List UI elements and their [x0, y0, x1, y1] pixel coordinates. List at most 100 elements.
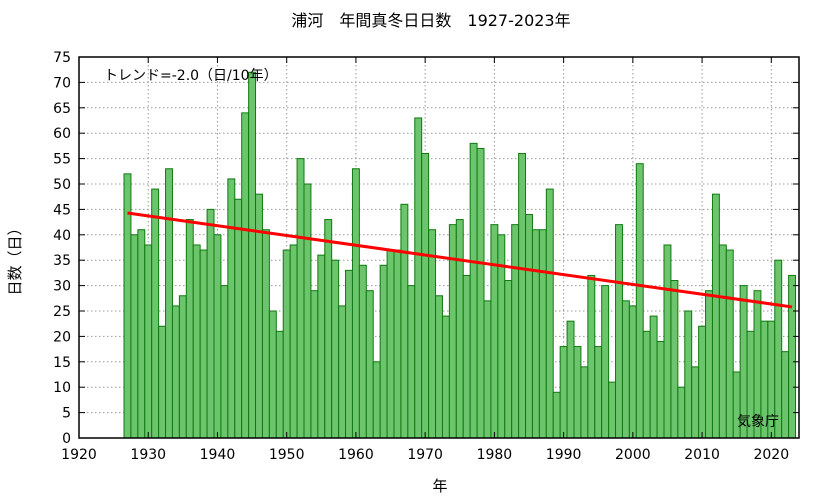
- bar-1980: [490, 224, 499, 439]
- bar-1964: [379, 264, 388, 439]
- bar-1974: [448, 224, 457, 439]
- bar-1934: [171, 305, 180, 439]
- chart-title: 浦河 年間真冬日日数 1927-2023年: [291, 11, 570, 30]
- x-tick-labels: 1920 1930 1940 1950 1960 1970 1980 1990 2000 2010…: [61, 447, 789, 463]
- bar-1936: [185, 219, 194, 439]
- bar-1990: [559, 346, 568, 439]
- bar-1960: [351, 168, 360, 439]
- bar-2023: [788, 274, 797, 439]
- y-tick-label: 5: [62, 406, 71, 422]
- bar-1938: [199, 249, 208, 439]
- bar-1931: [151, 188, 160, 439]
- bar-1957: [331, 259, 340, 439]
- bar-2014: [725, 249, 734, 439]
- bar-1989: [552, 391, 561, 439]
- bar-1979: [483, 300, 492, 439]
- x-tick-label: 1980: [477, 447, 513, 463]
- bar-1945: [248, 71, 257, 439]
- bar-1944: [241, 112, 250, 439]
- bar-1955: [317, 254, 326, 439]
- y-tick-label: 30: [53, 279, 71, 295]
- y-tick-labels: 0 5 10 15 20 25 30 35 40 45 50 55 60 65 70 75: [53, 50, 71, 447]
- bar-1982: [504, 280, 513, 439]
- bar-2004: [656, 340, 665, 439]
- bar-1976: [462, 274, 471, 439]
- bar-1956: [324, 219, 333, 439]
- bar-1966: [393, 249, 402, 439]
- bar-2000: [628, 305, 637, 439]
- bar-1954: [310, 290, 319, 439]
- bar-2007: [677, 386, 686, 439]
- x-tick-label: 1940: [200, 447, 236, 463]
- source-label: 気象庁: [737, 414, 779, 430]
- bar-1983: [511, 224, 520, 439]
- trend-line: [127, 211, 793, 309]
- bar-1948: [268, 310, 277, 439]
- y-tick-label: 40: [53, 228, 71, 244]
- x-tick-label: 2010: [684, 447, 720, 463]
- bar-1943: [234, 198, 243, 439]
- bar-1967: [400, 203, 409, 439]
- x-tick-label: 1960: [338, 447, 374, 463]
- bar-1937: [192, 244, 201, 439]
- bar-1930: [144, 244, 153, 439]
- x-tick-label: 2020: [753, 447, 789, 463]
- bar-1933: [165, 168, 173, 439]
- bar-1999: [621, 300, 630, 439]
- bar-1959: [345, 269, 353, 439]
- bar-2012: [711, 193, 720, 439]
- bar-2006: [670, 280, 679, 439]
- bars: [123, 71, 797, 439]
- bar-1987: [538, 229, 547, 439]
- x-tick-label: 1970: [407, 447, 443, 463]
- bar-1941: [220, 285, 229, 439]
- bar-1928: [130, 234, 139, 439]
- x-tick-label: 1950: [269, 447, 305, 463]
- y-tick-label: 20: [53, 329, 71, 345]
- y-tick-label: 15: [53, 355, 71, 371]
- bar-1932: [158, 325, 167, 439]
- bar-2022: [781, 351, 790, 439]
- bar-2011: [705, 290, 713, 439]
- bar-1995: [594, 346, 603, 439]
- bar-1951: [289, 244, 298, 439]
- bar-1950: [282, 249, 291, 439]
- bar-1952: [296, 158, 305, 439]
- bar-2013: [718, 244, 727, 439]
- bar-1992: [573, 346, 582, 439]
- x-tick-label: 1920: [61, 447, 97, 463]
- bar-1940: [213, 234, 222, 439]
- bar-1963: [372, 361, 381, 439]
- bar-1996: [601, 285, 610, 439]
- bar-2001: [635, 163, 644, 439]
- bar-1947: [261, 229, 270, 439]
- y-tick-label: 25: [53, 304, 71, 320]
- y-tick-label: 65: [53, 101, 71, 117]
- bar-1939: [206, 208, 215, 439]
- axis-ticks: [78, 56, 799, 439]
- bar-1929: [137, 229, 146, 439]
- y-tick-label: 75: [53, 50, 71, 66]
- bar-1973: [441, 315, 450, 439]
- bar-2010: [698, 325, 707, 439]
- bar-1965: [386, 249, 395, 439]
- bar-1994: [587, 274, 596, 439]
- bar-1984: [518, 153, 527, 439]
- bar-1986: [531, 229, 540, 439]
- x-tick-label: 1930: [130, 447, 166, 463]
- bar-1942: [227, 178, 236, 439]
- bar-1972: [435, 295, 443, 439]
- bar-1991: [566, 320, 575, 439]
- bar-2008: [684, 310, 693, 439]
- y-tick-label: 60: [53, 126, 71, 142]
- bar-2021: [774, 259, 783, 439]
- x-tick-label: 2000: [615, 447, 651, 463]
- bar-1935: [178, 295, 187, 439]
- bar-1988: [545, 188, 554, 439]
- bar-1971: [428, 229, 437, 439]
- y-axis-label: 日数（日）: [6, 220, 24, 295]
- bar-1978: [476, 147, 485, 439]
- bar-1997: [608, 381, 617, 439]
- y-tick-label: 70: [53, 75, 71, 91]
